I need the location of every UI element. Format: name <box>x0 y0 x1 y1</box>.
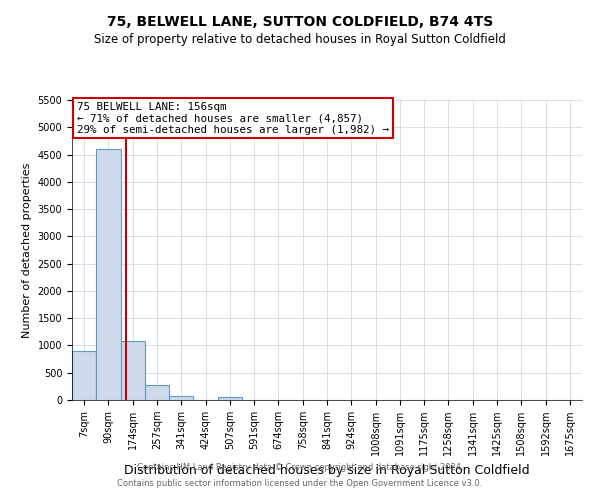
Text: Contains HM Land Registry data © Crown copyright and database right 2024.: Contains HM Land Registry data © Crown c… <box>137 464 463 472</box>
Bar <box>121 342 145 400</box>
Text: Size of property relative to detached houses in Royal Sutton Coldfield: Size of property relative to detached ho… <box>94 32 506 46</box>
Text: 75 BELWELL LANE: 156sqm
← 71% of detached houses are smaller (4,857)
29% of semi: 75 BELWELL LANE: 156sqm ← 71% of detache… <box>77 102 389 134</box>
Y-axis label: Number of detached properties: Number of detached properties <box>22 162 32 338</box>
Text: Contains public sector information licensed under the Open Government Licence v3: Contains public sector information licen… <box>118 478 482 488</box>
Bar <box>169 396 193 400</box>
Bar <box>72 351 96 400</box>
Bar <box>145 384 169 400</box>
Bar <box>218 398 242 400</box>
Bar <box>96 149 121 400</box>
X-axis label: Distribution of detached houses by size in Royal Sutton Coldfield: Distribution of detached houses by size … <box>124 464 530 476</box>
Text: 75, BELWELL LANE, SUTTON COLDFIELD, B74 4TS: 75, BELWELL LANE, SUTTON COLDFIELD, B74 … <box>107 15 493 29</box>
